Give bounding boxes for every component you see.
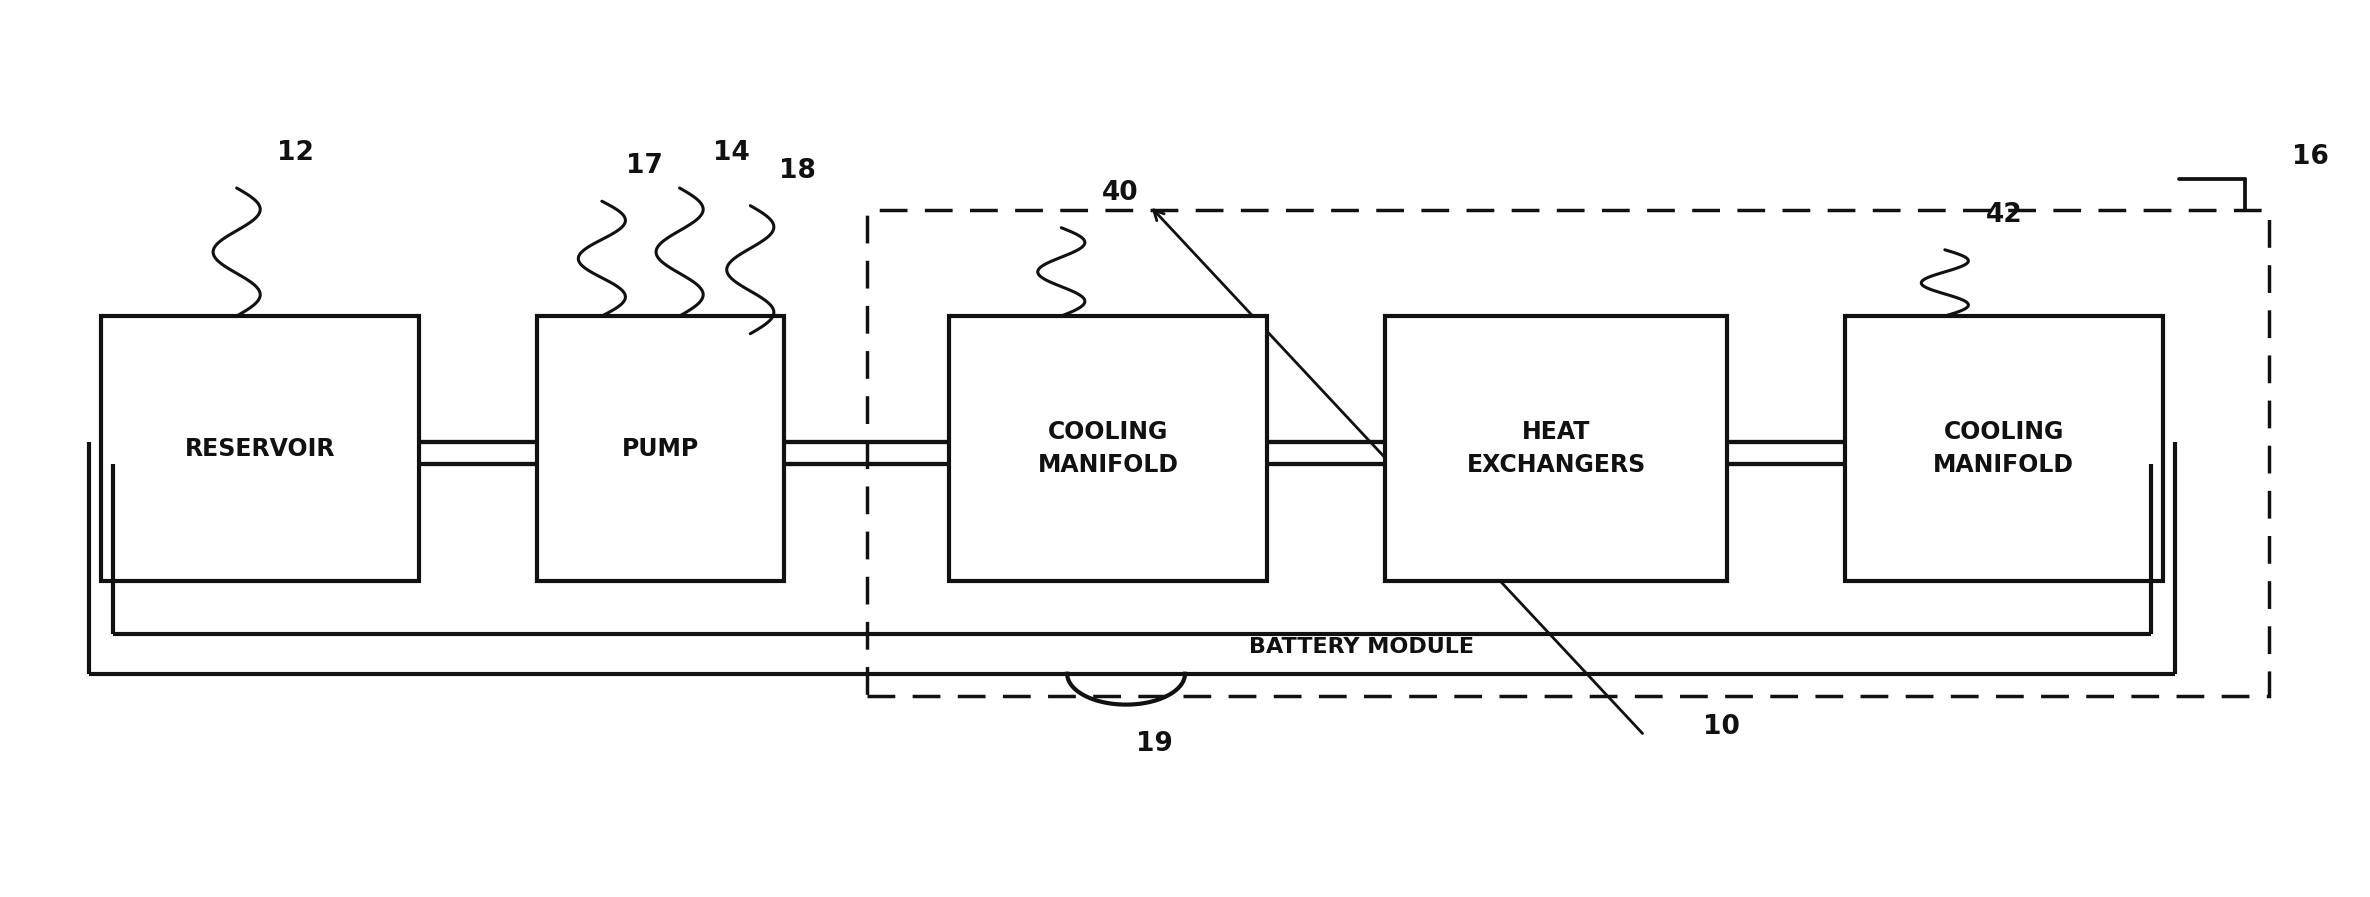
Text: 19: 19 — [1135, 731, 1173, 757]
Text: 10: 10 — [1704, 714, 1740, 740]
Text: 12: 12 — [277, 140, 313, 166]
Text: PUMP: PUMP — [623, 437, 699, 460]
Bar — [950, 316, 1268, 581]
Text: COOLING
MANIFOLD: COOLING MANIFOLD — [1038, 420, 1178, 477]
Text: HEAT
EXCHANGERS: HEAT EXCHANGERS — [1467, 420, 1645, 477]
Text: BATTERY MODULE: BATTERY MODULE — [1249, 637, 1474, 658]
Text: RESERVOIR: RESERVOIR — [185, 437, 337, 460]
Bar — [102, 316, 419, 581]
Text: 16: 16 — [2292, 144, 2330, 170]
Text: COOLING
MANIFOLD: COOLING MANIFOLD — [1934, 420, 2074, 477]
Bar — [538, 316, 784, 581]
Text: 40: 40 — [1102, 179, 1138, 205]
Text: 14: 14 — [713, 140, 749, 166]
Text: 17: 17 — [626, 153, 664, 179]
Bar — [867, 210, 2268, 696]
Bar — [1386, 316, 1728, 581]
Text: 42: 42 — [1986, 202, 2022, 228]
Text: 18: 18 — [780, 158, 815, 184]
Bar — [1844, 316, 2164, 581]
